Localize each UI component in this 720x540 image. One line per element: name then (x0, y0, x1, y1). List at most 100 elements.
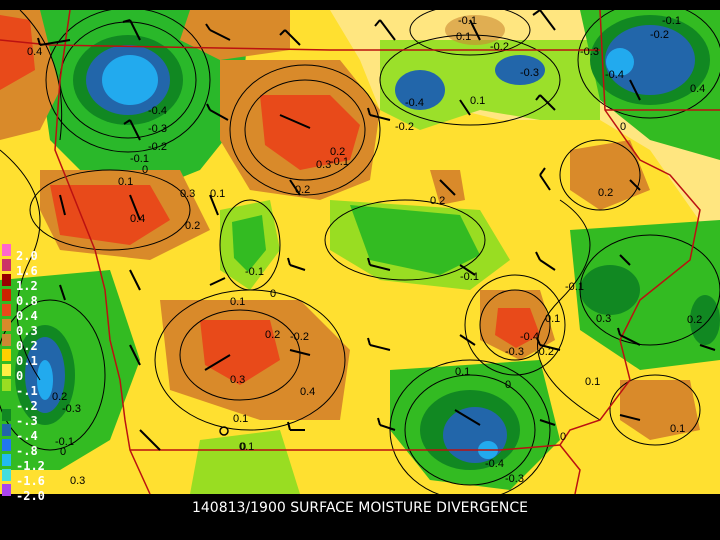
legend-label: 0.3 (16, 324, 38, 338)
wind-barbs (37, 9, 716, 451)
contour-value-label: -0.2 (148, 141, 167, 153)
contour-value-label: -0.4 (520, 331, 539, 343)
legend-swatch (2, 379, 11, 391)
contour-value-label: 0.4 (690, 83, 705, 95)
orange-region (570, 140, 650, 210)
contour-value-label: 0.1 (230, 296, 245, 308)
legend-swatch (2, 319, 11, 331)
blue-region (495, 55, 545, 85)
contour-value-label: 0.1 (118, 176, 133, 188)
contour-value-label: -0.1 (460, 271, 479, 283)
blue-region (443, 407, 507, 463)
contour-value-label: -0.2 (650, 29, 669, 41)
legend-swatch (2, 454, 11, 466)
contour-value-label: 0.2 (52, 391, 67, 403)
contour-value-label: 0.2 (265, 329, 280, 341)
legend-label: 0.4 (16, 309, 38, 323)
contour-value-label: 0.4 (130, 213, 145, 225)
legend-swatch (2, 364, 11, 376)
blue-region (690, 295, 720, 345)
legend-label: 0.1 (16, 354, 38, 368)
contour-value-label: -0.1 (330, 156, 349, 168)
legend-swatch (2, 484, 11, 496)
map-caption: 140813/1900 SURFACE MOISTURE DIVERGENCE (191, 500, 529, 516)
contour-value-label: 0.1 (670, 423, 685, 435)
legend-label: 2.0 (16, 249, 38, 263)
contour-value-label: -0.2 (290, 331, 309, 343)
contour-value-label: 0 (560, 431, 566, 443)
contour-value-label: -0.3 (62, 403, 81, 415)
legend-swatch (2, 304, 11, 316)
contour-value-label: -0.1 (458, 15, 477, 27)
legend-label: -.8 (16, 444, 38, 458)
contour-value-label: 0.3 (180, 188, 195, 200)
contour-value-label: -0.3 (580, 46, 599, 58)
legend-label: -.3 (16, 414, 38, 428)
orange-region (260, 95, 360, 170)
legend-swatch (2, 424, 11, 436)
blue-region (395, 70, 445, 110)
contour-value-label: -0.4 (485, 458, 504, 470)
contour-value-label: 0.2 (330, 146, 345, 158)
orange-region (620, 380, 700, 440)
legend-label: 1.2 (16, 279, 38, 293)
contour-value-label: 0.3 (70, 475, 85, 487)
contour-value-label: 0 (60, 446, 66, 458)
contour-value-label: -0.1 (662, 15, 681, 27)
green-region (190, 430, 300, 494)
contour-value-label: 0.1 (455, 366, 470, 378)
contour-value-label: -0.3 (505, 346, 524, 358)
contour-value-label: -0.1 (565, 281, 584, 293)
legend-label: -2.0 (16, 489, 45, 503)
contour-value-label: 0.4 (300, 386, 315, 398)
contour-value-label: 0.2 (687, 314, 702, 326)
contour-value-label: 0.2 (598, 187, 613, 199)
contour-value-label: -0.3 (520, 67, 539, 79)
legend-label: 0 (16, 369, 24, 383)
contour-value-label: 0.2 (295, 184, 310, 196)
green-region (570, 220, 720, 370)
legend-swatch (2, 394, 11, 406)
legend-label: 1.6 (16, 264, 38, 278)
contour-value-label: 0.1 (585, 376, 600, 388)
legend-label: 0.2 (16, 339, 38, 353)
contour-value-label: 0.3 (230, 374, 245, 386)
contour-value-label: 0.1 (470, 95, 485, 107)
legend-swatch (2, 409, 11, 421)
station-circle (219, 426, 229, 436)
contour-lines (0, 1, 720, 501)
contour-value-label: -0.2 (490, 41, 509, 53)
orange-region (200, 320, 280, 385)
contour-value-label: 0 (270, 288, 276, 300)
contour-value-label: 0 (240, 441, 246, 453)
contour-value-label: -0.3 (505, 473, 524, 485)
contour-value-label: -0.1 (130, 153, 149, 165)
blue-region (605, 25, 695, 95)
contour-value-label: 0 (142, 164, 148, 176)
contour-value-label: -0.1 (245, 266, 264, 278)
green-region (232, 215, 266, 272)
contour-value-label: -0.2 (535, 346, 554, 358)
contour-value-label: 0.3 (316, 159, 331, 171)
contour-value-label: 0.4 (27, 46, 42, 58)
blue-region (580, 265, 640, 315)
contour-value-label: 0.1 (239, 441, 254, 453)
green-region (380, 40, 600, 130)
contour-value-label: -0.4 (605, 69, 624, 81)
contour-value-label: 0.1 (210, 188, 225, 200)
blue-region (102, 55, 158, 105)
contour-value-label: -0.1 (55, 436, 74, 448)
legend-swatch (2, 289, 11, 301)
contour-value-label: -0.3 (148, 123, 167, 135)
blue-region (606, 48, 634, 76)
legend-label: -.1 (16, 384, 38, 398)
contour-value-label: 0.1 (233, 413, 248, 425)
legend-swatch (2, 259, 11, 271)
contour-value-label: -0.4 (148, 105, 167, 117)
contour-value-label: 0.1 (456, 31, 471, 43)
legend-swatch (2, 439, 11, 451)
legend-swatch (2, 274, 11, 286)
legend-swatch (2, 349, 11, 361)
legend-label: 0.8 (16, 294, 38, 308)
